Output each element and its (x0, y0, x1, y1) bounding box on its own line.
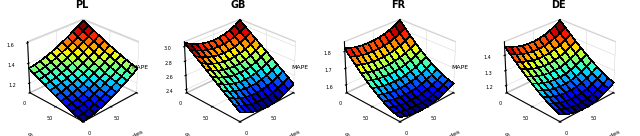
Title: PL: PL (75, 0, 88, 10)
X-axis label: #nodes: #nodes (597, 129, 621, 136)
Y-axis label: $\alpha_{max}$: $\alpha_{max}$ (342, 130, 360, 136)
X-axis label: #nodes: #nodes (277, 129, 301, 136)
X-axis label: #nodes: #nodes (120, 129, 145, 136)
Title: FR: FR (391, 0, 406, 10)
Y-axis label: $\alpha_{max}$: $\alpha_{max}$ (25, 130, 43, 136)
X-axis label: #nodes: #nodes (437, 129, 461, 136)
Title: DE: DE (551, 0, 566, 10)
Y-axis label: $\alpha_{max}$: $\alpha_{max}$ (182, 130, 200, 136)
Y-axis label: $\alpha_{max}$: $\alpha_{max}$ (502, 130, 520, 136)
Title: GB: GB (230, 0, 246, 10)
